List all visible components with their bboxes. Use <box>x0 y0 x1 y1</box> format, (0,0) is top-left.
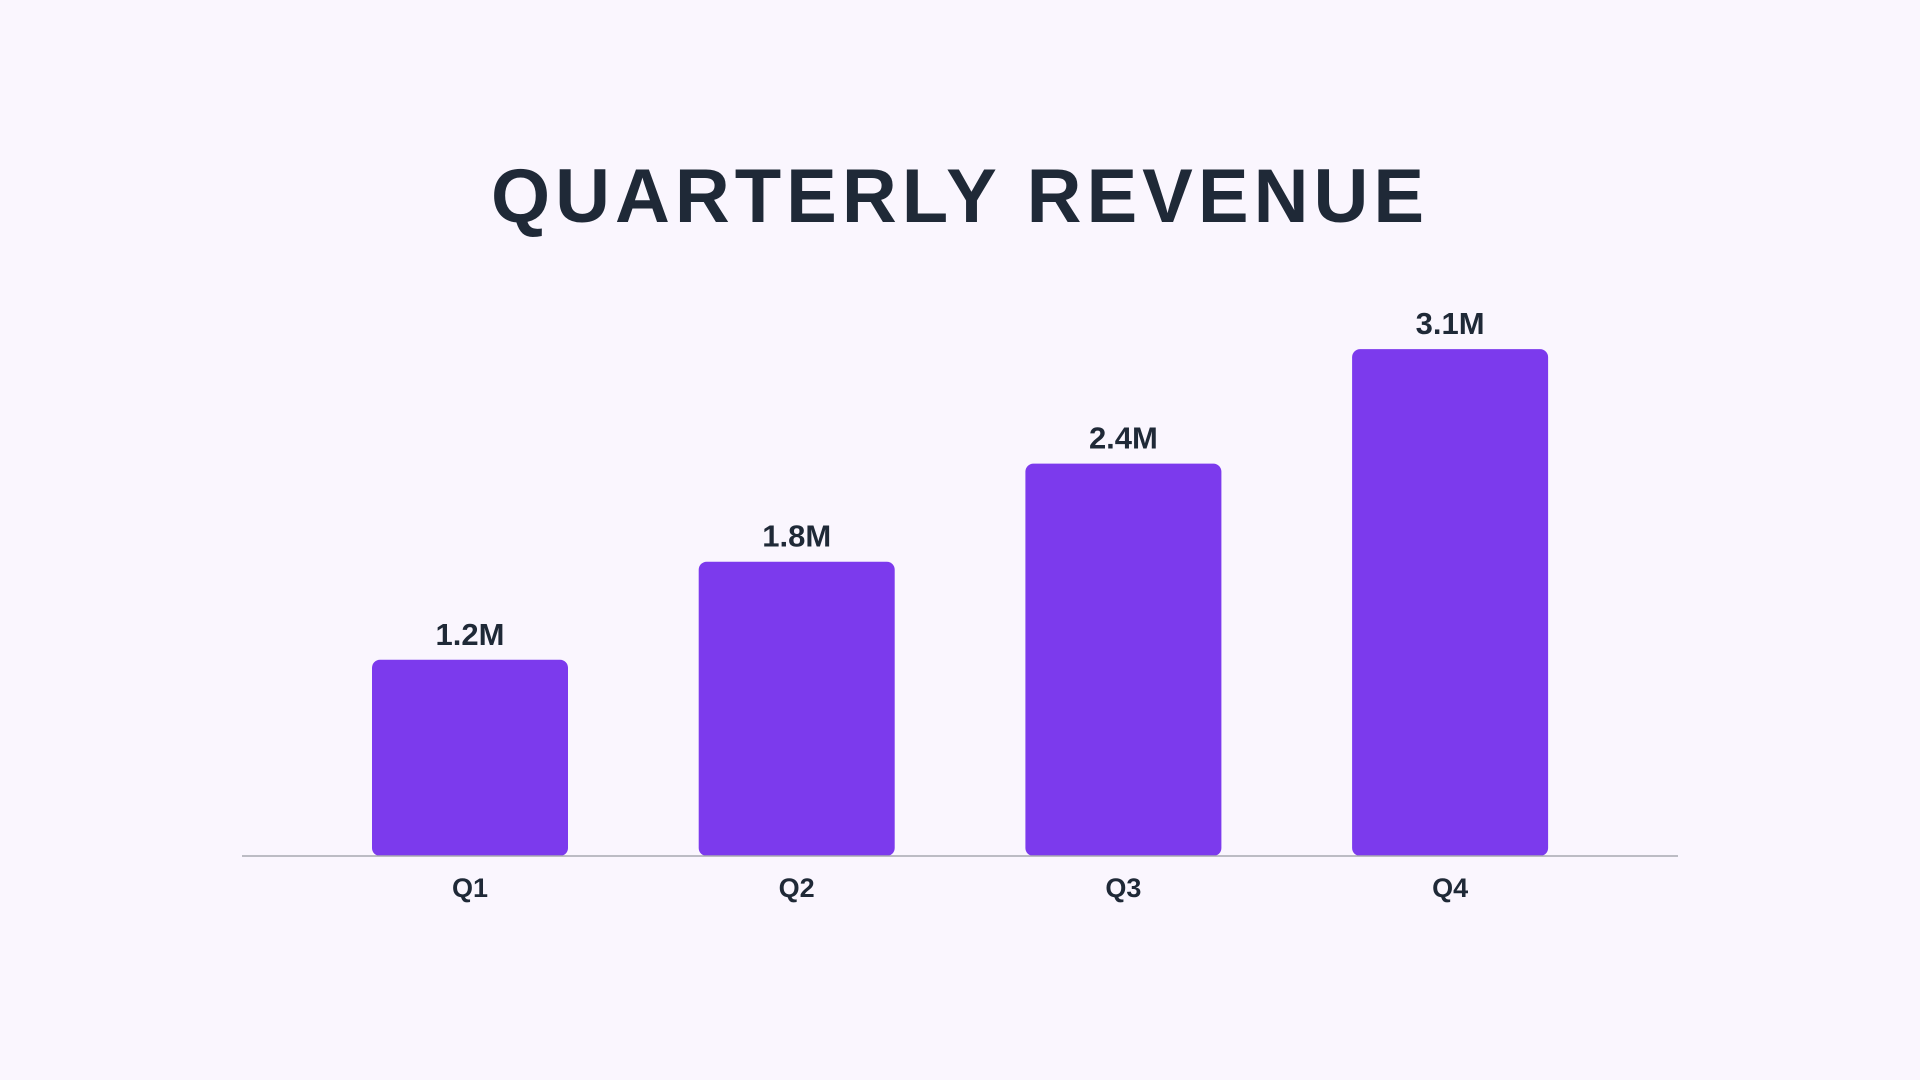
data-label: 1.2M <box>436 617 505 652</box>
x-tick-label: Q2 <box>779 873 815 903</box>
x-tick-label: Q1 <box>452 873 488 903</box>
data-label: 1.8M <box>762 519 831 554</box>
bar-q4 <box>1352 349 1549 856</box>
x-tick-label: Q3 <box>1105 873 1141 903</box>
x-tick-label: Q4 <box>1432 873 1468 903</box>
data-label: 3.1M <box>1416 306 1485 341</box>
data-label: 2.4M <box>1089 421 1158 456</box>
chart-title: QUARTERLY REVENUE <box>491 154 1429 239</box>
bar-q3 <box>1025 463 1222 856</box>
bar-q2 <box>698 561 895 856</box>
bar-q1 <box>372 659 568 856</box>
